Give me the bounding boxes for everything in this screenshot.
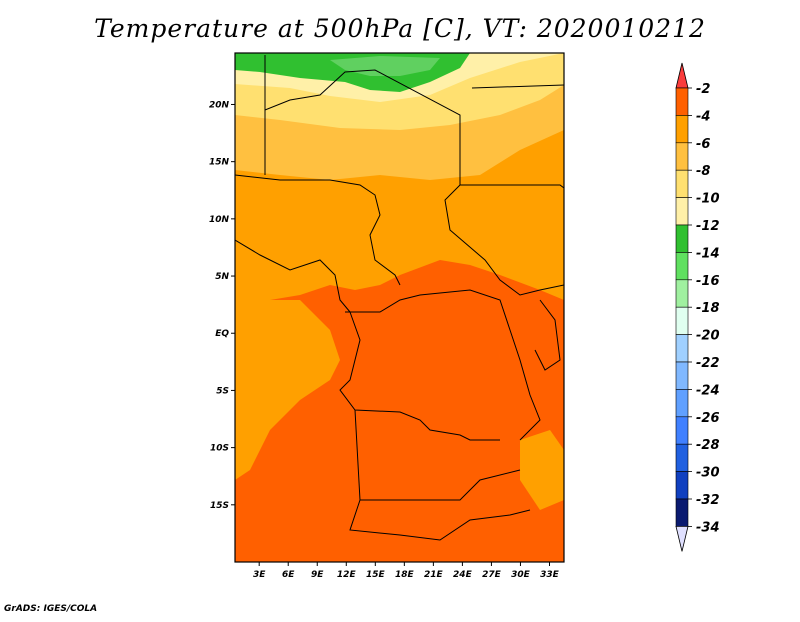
colorbar-swatch (675, 197, 689, 226)
colorbar-label: -2 (696, 82, 710, 97)
lon-tick-label: 30E (511, 570, 531, 580)
latitude-axis: 20N 15N 10N 5N EQ 5S 10S 15S (209, 100, 235, 511)
colorbar-swatch (675, 279, 689, 308)
lon-tick-label: 6E (282, 570, 295, 580)
fill-minus4-to-minus2-core (405, 275, 500, 380)
lat-tick-label: 20N (209, 100, 230, 110)
lon-tick-label: 21E (424, 570, 444, 580)
colorbar-swatch (675, 306, 689, 335)
colorbar-label: -18 (696, 301, 720, 316)
colorbar-label: -6 (696, 137, 710, 152)
colorbar-label: -14 (696, 246, 720, 261)
colorbar-label: -4 (696, 109, 710, 124)
fill-minus6-to-minus4-west (235, 300, 340, 480)
colorbar-label: -12 (696, 219, 720, 234)
lon-tick-label: 24E (453, 570, 473, 580)
colorbar-label: -34 (696, 520, 720, 535)
colorbar-swatch (675, 416, 689, 445)
colorbar-swatch (675, 389, 689, 418)
colorbar-swatch (675, 498, 689, 527)
colorbar-label: -8 (696, 164, 710, 179)
lon-tick-label: 3E (253, 570, 266, 580)
lat-tick-label: 5N (215, 272, 229, 282)
lat-tick-label: 15S (210, 501, 229, 511)
lon-tick-label: 15E (366, 570, 386, 580)
lat-tick-label: 10S (210, 444, 229, 454)
country-borders (235, 55, 564, 541)
colorbar-label: -10 (696, 192, 720, 207)
map-frame (234, 52, 565, 563)
colorbar-legend: -2 -4 -6 -8 -10 -12 -14 -16 -18 -20 -22 -24 -26 -28 -3… (675, 62, 720, 552)
lon-tick-label: 27E (482, 570, 502, 580)
colorbar-label: -26 (696, 411, 720, 426)
lon-tick-label: 12E (337, 570, 357, 580)
colorbar-swatch (675, 471, 689, 500)
longitude-axis: 3E 6E 9E 12E 15E 18E 21E 24E 27E 30E 33E (253, 562, 560, 580)
colorbar-swatch (675, 169, 689, 198)
colorbar-bottom-arrow (675, 526, 689, 552)
colorbar-swatch (675, 115, 689, 144)
colorbar-label: -22 (696, 356, 720, 371)
colorbar-swatch (675, 443, 689, 472)
lat-tick-label: 15N (209, 158, 230, 168)
colorbar-label: -24 (696, 383, 720, 398)
colorbar-label: -32 (696, 493, 720, 508)
colorbar-label: -30 (696, 466, 720, 481)
colorbar-label: -20 (696, 329, 720, 344)
lon-tick-label: 33E (540, 570, 560, 580)
lon-tick-label: 9E (311, 570, 324, 580)
colorbar-top-arrow (675, 62, 689, 89)
fill-minus6-to-minus4-south (520, 430, 564, 510)
lon-tick-label: 18E (395, 570, 415, 580)
temperature-field (235, 53, 564, 562)
lat-tick-label: 5S (216, 386, 229, 396)
lat-tick-label: 10N (209, 215, 230, 225)
lat-tick-label: EQ (215, 329, 229, 339)
colorbar-label: -16 (696, 274, 720, 289)
colorbar-swatch (675, 142, 689, 171)
colorbar-swatch (675, 334, 689, 363)
colorbar-label: -28 (696, 438, 720, 453)
colorbar-swatch (675, 224, 689, 253)
chart-title: Temperature at 500hPa [C], VT: 202001021… (94, 14, 706, 43)
colorbar-swatch (675, 87, 689, 116)
colorbar-swatch (675, 252, 689, 281)
colorbar-swatch (675, 361, 689, 390)
grads-credit: GrADS: IGES/COLA (4, 604, 98, 614)
